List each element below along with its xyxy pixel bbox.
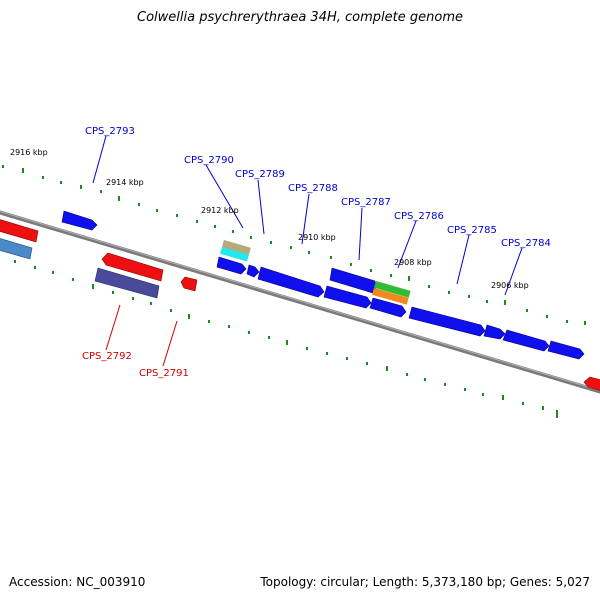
label-cps2790[interactable]: CPS_2790 [184, 155, 234, 166]
forward-leaders [92, 135, 523, 296]
reverse-leaders [105, 304, 178, 367]
forward-strand-genes [61, 210, 585, 360]
feature-green[interactable] [374, 281, 411, 298]
feature-cyan[interactable] [220, 247, 249, 262]
gene-cps2785[interactable] [408, 306, 486, 337]
forward-gene-labels: CPS_2793 CPS_2790 CPS_2789 CPS_2788 CPS_… [85, 126, 551, 249]
gene-left-red[interactable] [0, 218, 39, 243]
lower-tick-track [14, 260, 558, 418]
feature-orange[interactable] [372, 288, 409, 305]
gene-cps2792-feature[interactable] [94, 267, 160, 299]
gene-small-1[interactable] [246, 264, 260, 278]
ruler-label-2908: 2908 kbp [394, 258, 432, 267]
gene-cps2793[interactable] [61, 210, 98, 231]
label-cps2788[interactable]: CPS_2788 [288, 183, 338, 194]
gene-cps2790[interactable] [216, 256, 247, 275]
map-title: Colwellia psychrerythraea 34H, complete … [137, 10, 463, 25]
gene-cps2789[interactable] [257, 266, 325, 298]
genome-summary-text: Topology: circular; Length: 5,373,180 bp… [260, 575, 590, 589]
gene-small-2[interactable] [483, 324, 506, 340]
label-cps2784[interactable]: CPS_2784 [501, 238, 551, 249]
label-cps2793[interactable]: CPS_2793 [85, 126, 135, 137]
gene-cps2786[interactable] [369, 297, 407, 318]
gene-cps2792[interactable] [101, 252, 164, 282]
accession-text: Accession: NC_003910 [9, 575, 146, 589]
ruler-label-2910: 2910 kbp [298, 233, 336, 242]
feature-tan[interactable] [221, 240, 251, 256]
gene-cps2784a[interactable] [502, 329, 550, 352]
ruler-label-2906: 2906 kbp [491, 281, 529, 290]
ruler-label-2912: 2912 kbp [201, 206, 239, 215]
gene-left-steel[interactable] [0, 237, 33, 260]
label-cps2786[interactable]: CPS_2786 [394, 211, 444, 222]
ruler-labels: 2916 kbp 2914 kbp 2912 kbp 2910 kbp 2908… [10, 148, 529, 290]
label-cps2789[interactable]: CPS_2789 [235, 169, 285, 180]
label-cps2785[interactable]: CPS_2785 [447, 225, 497, 236]
gene-cps2784b[interactable] [547, 340, 585, 360]
gene-cps2788[interactable] [323, 285, 372, 309]
gene-cps2791[interactable] [180, 276, 198, 292]
genome-backbone [0, 210, 600, 394]
gene-right-red[interactable] [583, 376, 600, 392]
feature-tracks [220, 240, 411, 305]
upper-tick-track [2, 165, 586, 325]
reverse-gene-labels: CPS_2792 CPS_2791 [82, 351, 189, 379]
label-cps2791[interactable]: CPS_2791 [139, 368, 189, 379]
ruler-label-2914: 2914 kbp [106, 178, 144, 187]
label-cps2792[interactable]: CPS_2792 [82, 351, 132, 362]
ruler-label-2916: 2916 kbp [10, 148, 48, 157]
label-cps2787[interactable]: CPS_2787 [341, 197, 391, 208]
reverse-strand-genes [0, 218, 600, 392]
